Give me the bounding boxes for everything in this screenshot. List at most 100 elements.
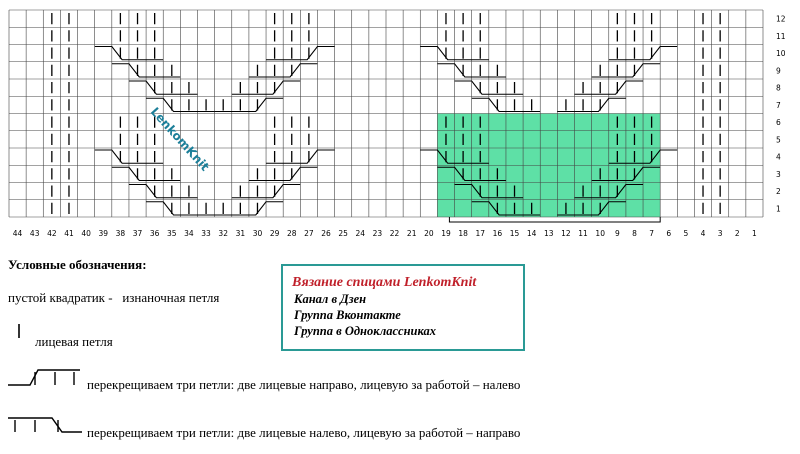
legend-purl: пустой квадратик - изнаночная петля [8, 290, 219, 305]
column-number: 14 [527, 229, 537, 238]
column-number: 29 [270, 229, 280, 238]
repeat-bracket [448, 217, 661, 223]
column-number: 32 [218, 229, 228, 238]
column-number: 42 [47, 229, 57, 238]
row-number: 9 [776, 66, 781, 75]
column-number: 23 [373, 229, 383, 238]
column-number: 1 [752, 229, 757, 238]
column-number: 13 [544, 229, 554, 238]
cable-cross [591, 166, 661, 182]
column-number: 17 [475, 229, 485, 238]
row-number: 3 [776, 170, 781, 179]
legend-knit: лицевая петля [35, 334, 113, 349]
cable-cross [214, 201, 284, 216]
knitting-chart: 44 43 42 41 40 39 38 37 36 35 34 33 32 31 30 29 28 27 26 25… [8, 9, 786, 238]
info-box [281, 264, 525, 351]
cable-left-symbol [8, 417, 82, 433]
cable-cross [248, 63, 318, 78]
cable-cross [214, 97, 284, 113]
cable-cross [437, 166, 506, 182]
column-number: 40 [81, 229, 91, 238]
column-number: 30 [253, 229, 263, 238]
row-number: 11 [776, 32, 786, 41]
column-number: 9 [615, 229, 620, 238]
row-number: 7 [776, 101, 781, 110]
row-number: 2 [776, 187, 781, 196]
column-number: 41 [64, 229, 74, 238]
column-number: 33 [201, 229, 211, 238]
column-number: 18 [458, 229, 468, 238]
info-line: Канал в Дзен [293, 292, 366, 306]
cable-cross [128, 183, 198, 199]
row-number: 5 [776, 135, 781, 144]
column-number: 10 [595, 229, 605, 238]
info-title: Вязание спицами LenkomKnit [291, 275, 477, 290]
column-number: 38 [116, 229, 126, 238]
column-number: 2 [735, 229, 740, 238]
row-number: 12 [776, 15, 786, 24]
column-number: 35 [167, 229, 177, 238]
cable-cross [454, 80, 524, 95]
cable-cross [454, 183, 524, 199]
row-number: 10 [776, 49, 786, 58]
cable-cross [146, 97, 215, 113]
column-number: 4 [701, 229, 706, 238]
column-number: 20 [424, 229, 434, 238]
cable-cross [146, 201, 215, 216]
cable-cross [111, 63, 181, 78]
info-line: Группа в Одноклассниках [293, 324, 436, 338]
column-number: 25 [338, 229, 348, 238]
cable-cross [574, 80, 644, 95]
legend-title: Условные обозначения: [8, 257, 147, 272]
cable-cross [94, 45, 164, 61]
cable-cross [248, 166, 318, 182]
row-number: 8 [776, 84, 781, 93]
column-number: 8 [632, 229, 637, 238]
column-number: 36 [150, 229, 160, 238]
column-number: 27 [304, 229, 314, 238]
column-number: 6 [666, 229, 671, 238]
legend-cable-right: перекрещиваем три петли: две лицевые нап… [87, 377, 520, 392]
column-number: 5 [683, 229, 688, 238]
cable-cross [231, 183, 301, 199]
column-number: 19 [441, 229, 451, 238]
cable-cross [437, 63, 506, 78]
cable-cross [591, 63, 661, 78]
column-number: 39 [98, 229, 108, 238]
info-line: Группа Вконтакте [293, 308, 401, 322]
column-number: 15 [510, 229, 520, 238]
cable-cross [471, 201, 541, 216]
column-number: 26 [321, 229, 331, 238]
column-number: 34 [184, 229, 194, 238]
cable-cross [557, 201, 626, 216]
cable-cross [420, 149, 489, 164]
row-number: 4 [776, 153, 781, 162]
cable-cross [266, 149, 335, 164]
column-number: 16 [493, 229, 503, 238]
cable-cross [111, 166, 181, 182]
cable-cross [420, 45, 489, 61]
column-number: 43 [30, 229, 40, 238]
cable-cross [557, 97, 626, 113]
row-number: 6 [776, 118, 781, 127]
cable-cross [608, 45, 678, 61]
row-number: 1 [776, 204, 781, 213]
cable-cross [574, 183, 644, 199]
column-number: 37 [133, 229, 143, 238]
column-number: 24 [356, 229, 366, 238]
cable-cross [128, 80, 198, 95]
cable-cross [94, 149, 164, 164]
column-number: 7 [649, 229, 654, 238]
cable-cross [608, 149, 678, 164]
column-number: 31 [236, 229, 246, 238]
column-number: 11 [578, 229, 588, 238]
cable-cross [231, 80, 301, 95]
column-number: 3 [718, 229, 723, 238]
legend-cable-left: перекрещиваем три петли: две лицевые нал… [87, 425, 520, 440]
column-number: 21 [407, 229, 417, 238]
column-number: 22 [390, 229, 400, 238]
cable-right-symbol [8, 369, 80, 386]
column-number: 44 [13, 229, 23, 238]
cable-cross [471, 97, 541, 113]
